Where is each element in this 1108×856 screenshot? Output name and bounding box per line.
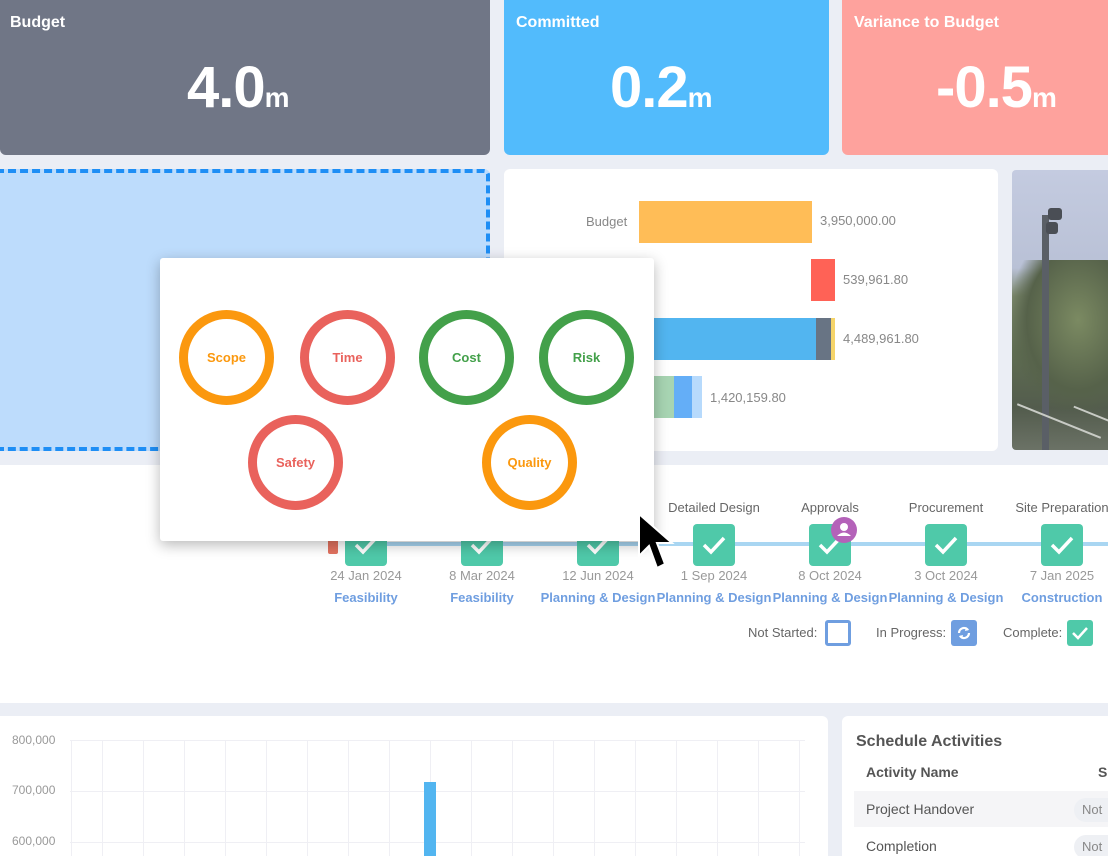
bar-category-label: Budget [586, 214, 628, 229]
not-started-icon [825, 620, 851, 646]
kpi-title: Budget [10, 14, 66, 31]
y-tick-label: 700,000 [12, 783, 56, 797]
kpi-title: Committed [516, 14, 600, 31]
bar-variance[interactable] [811, 259, 835, 301]
risk-indicators-popup[interactable]: Scope Time Cost Risk Safety Quality [160, 258, 654, 541]
bar-value-label: 1,420,159.80 [710, 390, 786, 405]
bar-actual-seg2[interactable] [674, 376, 692, 418]
in-progress-refresh-icon [951, 620, 977, 646]
kpi-value: 4.0m [187, 55, 290, 120]
kpi-value: 0.2m [610, 55, 713, 120]
indicator-cost[interactable]: Cost [419, 310, 514, 405]
assignee-avatar-icon[interactable] [831, 517, 857, 543]
bar-forecast-seg2[interactable] [816, 318, 831, 360]
indicator-quality[interactable]: Quality [482, 415, 577, 510]
kpi-card-budget[interactable]: Budget 4.0m [0, 0, 490, 155]
indicator-scope[interactable]: Scope [179, 310, 274, 405]
bar-value-label: 539,961.80 [843, 272, 909, 287]
kpi-card-variance[interactable]: Variance to Budget -0.5m [842, 0, 1108, 155]
table-row[interactable]: Project Handover Not [854, 791, 1108, 827]
bar-value-label: 3,950,000.00 [820, 213, 896, 228]
schedule-activities-panel: Schedule Activities Activity Name S Proj… [842, 716, 1108, 856]
legend-not-started-label: Not Started: [748, 625, 818, 640]
bar-value-label: 4,489,961.80 [843, 331, 919, 346]
kpi-title: Variance to Budget [854, 14, 999, 31]
table-row[interactable]: Completion Not [854, 828, 1108, 856]
status-badge: Not [1074, 798, 1108, 822]
bar-forecast-seg1[interactable] [644, 318, 816, 360]
complete-check-icon [1067, 620, 1093, 646]
kpi-card-committed[interactable]: Committed 0.2m [504, 0, 829, 155]
bar-column[interactable] [424, 782, 436, 856]
indicator-safety[interactable]: Safety [248, 415, 343, 510]
alert-flag-icon [328, 536, 338, 554]
complete-check-icon [1041, 524, 1083, 566]
column-header[interactable]: Activity Name [866, 764, 959, 780]
column-header[interactable]: S [1098, 764, 1108, 780]
bar-actual-seg3[interactable] [692, 376, 702, 418]
project-photo [1012, 170, 1108, 450]
bar-budget[interactable] [639, 201, 812, 243]
y-tick-label: 800,000 [12, 733, 56, 747]
monthly-bar-chart-panel [0, 716, 828, 856]
panel-title: Schedule Activities [856, 733, 1003, 750]
kpi-value: -0.5m [936, 55, 1057, 120]
status-badge: Not [1074, 835, 1108, 856]
legend-complete-label: Complete: [1003, 625, 1063, 640]
y-tick-label: 600,000 [12, 834, 56, 848]
bar-forecast-seg3[interactable] [831, 318, 835, 360]
mouse-cursor-icon [637, 511, 677, 577]
indicator-time[interactable]: Time [300, 310, 395, 405]
indicator-risk[interactable]: Risk [539, 310, 634, 405]
complete-check-icon [925, 524, 967, 566]
legend-in-progress-label: In Progress: [876, 625, 947, 640]
complete-check-icon [693, 524, 735, 566]
